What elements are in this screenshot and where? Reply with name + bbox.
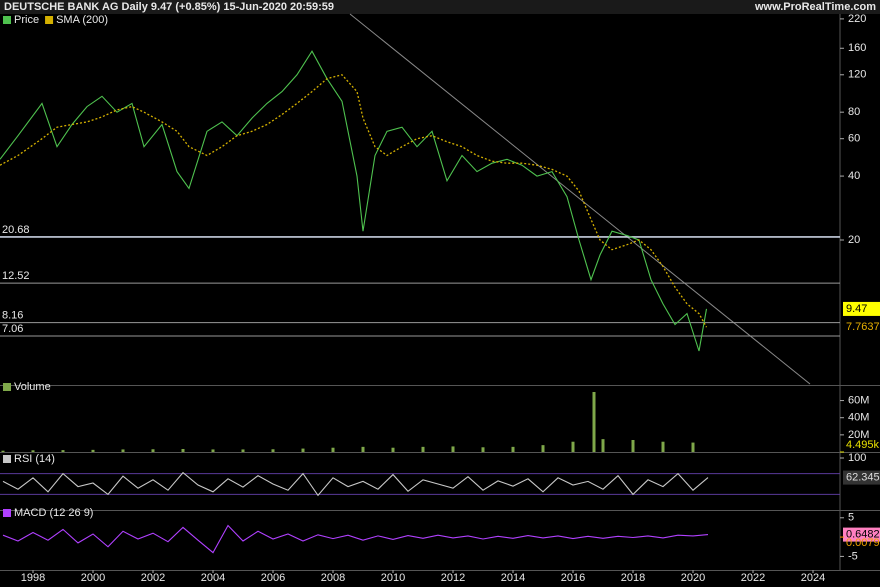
x-tick-label: 2010 (381, 572, 405, 584)
x-tick-label: 1998 (21, 572, 45, 584)
legend-label: SMA (200) (56, 14, 108, 26)
y-tick-label: 60M (848, 394, 869, 406)
level-label: 12.52 (2, 270, 30, 282)
series-line (2, 524, 709, 554)
x-tick-label: 2008 (321, 572, 345, 584)
y-tick-label: 20 (848, 234, 860, 246)
y-tick-label: 120 (848, 69, 866, 81)
volume-bar (301, 448, 305, 452)
legend-swatch (3, 383, 11, 391)
x-tick-label: 2014 (501, 572, 525, 584)
legend-label: MACD (12 26 9) (14, 507, 93, 519)
site-link[interactable]: www.ProRealTime.com (754, 1, 876, 13)
legend-swatch (3, 16, 11, 24)
volume-bar (121, 449, 125, 452)
x-tick-label: 2002 (141, 572, 165, 584)
x-tick-label: 2000 (81, 572, 105, 584)
x-tick-label: 2018 (621, 572, 645, 584)
series-line (0, 74, 708, 328)
header-bar (0, 0, 880, 14)
volume-bar (271, 449, 275, 452)
y-tick-label: 20M (848, 429, 869, 441)
y-tick-label: 40 (848, 170, 860, 182)
x-tick-label: 2012 (441, 572, 465, 584)
x-tick-label: 2004 (201, 572, 225, 584)
legend-label: Price (14, 14, 39, 26)
volume-bar (541, 445, 545, 452)
volume-bar (511, 446, 515, 452)
y-tick-label: 60 (848, 133, 860, 145)
last-value-box (843, 320, 880, 335)
legend-label: RSI (14) (14, 453, 55, 465)
y-tick-label: 100 (848, 452, 866, 464)
volume-bar (211, 449, 215, 452)
last-value-box (843, 301, 880, 316)
y-tick-label: 5 (848, 512, 854, 524)
volume-bar (691, 442, 695, 452)
y-tick-label: 80 (848, 106, 860, 118)
x-tick-label: 2022 (741, 572, 765, 584)
volume-bar (391, 447, 395, 452)
legend-swatch (3, 455, 11, 463)
y-tick-label: 40M (848, 412, 869, 424)
y-tick-label: 160 (848, 42, 866, 54)
volume-bar (361, 446, 365, 452)
y-tick-label: -5 (848, 550, 858, 562)
volume-bar (91, 449, 95, 452)
volume-bar (631, 440, 635, 452)
volume-bar (1, 450, 5, 452)
volume-bar (592, 392, 596, 452)
series-line (0, 50, 708, 352)
level-label: 20.68 (2, 224, 30, 236)
volume-bar (421, 446, 425, 452)
x-tick-label: 2020 (681, 572, 705, 584)
volume-bar (451, 446, 455, 452)
volume-bar (481, 447, 485, 452)
y-tick-label: 220 (848, 13, 866, 25)
legend-label: Volume (14, 381, 51, 393)
volume-bar (241, 449, 245, 452)
last-value-label: 62.345 (846, 471, 880, 483)
volume-bar (181, 449, 185, 452)
volume-bar (331, 447, 335, 452)
volume-bar (151, 449, 155, 452)
last-value-label: 7.7637 (846, 321, 880, 333)
legend-swatch (3, 509, 11, 517)
volume-bar (571, 441, 575, 452)
last-value-box (843, 527, 880, 542)
volume-bar (61, 450, 65, 452)
current-label: 4.495k (846, 439, 880, 451)
last-value-box (843, 470, 880, 485)
series-line (2, 471, 709, 497)
chart-title: DEUTSCHE BANK AG Daily 9.47 (+0.85%) 15-… (4, 1, 334, 13)
volume-bar (31, 450, 35, 452)
x-tick-label: 2006 (261, 572, 285, 584)
level-label: 8.16 (2, 310, 23, 322)
last-value-label: 0.6482 (846, 529, 880, 541)
volume-bar (601, 439, 605, 452)
signal-label: 0.0079 (846, 537, 880, 549)
legend-swatch (45, 16, 54, 24)
level-label: 7.06 (2, 323, 23, 335)
volume-bar (661, 441, 665, 452)
x-tick-label: 2016 (561, 572, 585, 584)
last-value-label: 9.47 (846, 303, 867, 315)
x-tick-label: 2024 (801, 572, 825, 584)
